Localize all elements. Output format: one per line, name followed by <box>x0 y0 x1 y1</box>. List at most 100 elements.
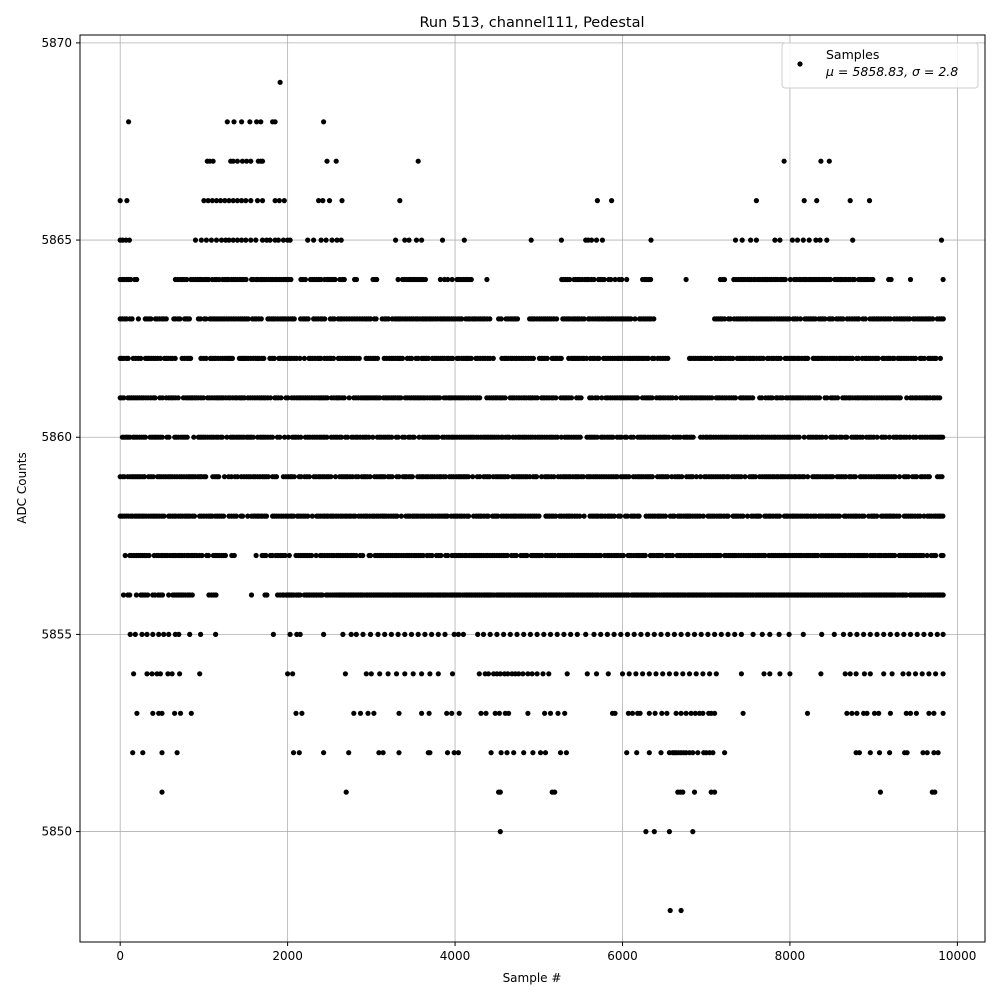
data-point <box>332 474 339 480</box>
data-point <box>856 316 862 322</box>
data-point <box>665 631 671 638</box>
data-point <box>801 474 807 480</box>
data-point <box>664 710 670 716</box>
data-point <box>296 750 302 756</box>
data-point <box>437 395 443 401</box>
data-point <box>285 395 291 401</box>
data-point <box>625 710 632 716</box>
data-point <box>710 750 716 756</box>
data-point <box>234 237 240 243</box>
data-point <box>861 631 867 638</box>
data-points <box>117 79 946 914</box>
data-point <box>250 434 256 440</box>
data-point <box>690 750 696 756</box>
x-tick-label: 6000 <box>607 949 638 963</box>
data-point <box>680 671 686 677</box>
data-point <box>772 237 778 243</box>
data-point <box>891 355 897 361</box>
data-point <box>444 710 450 716</box>
data-point <box>411 434 417 440</box>
data-point <box>475 631 481 638</box>
data-point <box>157 355 163 361</box>
data-point <box>659 710 665 716</box>
data-point <box>477 395 483 401</box>
data-point <box>595 395 601 401</box>
data-point <box>396 474 402 480</box>
data-point <box>583 631 589 638</box>
data-point <box>174 750 180 756</box>
data-point <box>419 671 425 677</box>
data-point <box>340 631 346 638</box>
data-point <box>203 355 209 361</box>
data-point <box>658 631 664 638</box>
data-point <box>324 158 330 164</box>
data-point <box>302 276 308 283</box>
data-point <box>352 513 358 519</box>
data-point <box>339 198 345 204</box>
data-point <box>258 119 264 125</box>
data-point <box>368 316 374 322</box>
data-point <box>670 552 676 559</box>
data-point <box>786 631 792 638</box>
data-point <box>721 276 728 283</box>
data-point <box>507 631 513 638</box>
data-point <box>399 355 406 361</box>
data-point <box>555 710 561 716</box>
data-point <box>559 592 565 598</box>
data-point <box>427 750 433 756</box>
data-point <box>524 552 530 559</box>
data-point <box>323 237 329 243</box>
data-point <box>272 119 278 125</box>
data-point <box>402 671 408 677</box>
data-point <box>867 750 873 756</box>
data-point <box>786 316 792 322</box>
data-point <box>692 710 698 716</box>
data-point <box>245 513 251 519</box>
data-point <box>156 631 162 638</box>
data-point <box>887 750 893 756</box>
data-point <box>772 592 778 598</box>
data-point <box>258 316 264 322</box>
data-point <box>632 316 638 322</box>
chart-title: Run 513, channel111, Pedestal <box>419 15 644 31</box>
legend-marker <box>797 61 803 67</box>
data-point <box>521 750 527 756</box>
data-point <box>695 750 701 756</box>
data-point <box>124 198 130 204</box>
data-point <box>485 671 492 677</box>
data-point <box>150 631 156 638</box>
data-point <box>939 592 945 598</box>
data-point <box>148 316 154 322</box>
data-point <box>377 395 383 401</box>
data-point <box>233 513 239 519</box>
y-tick-label: 5860 <box>41 430 72 444</box>
data-point <box>451 750 457 756</box>
data-point <box>646 750 652 756</box>
y-tick-label: 5850 <box>41 825 72 839</box>
data-point <box>553 395 559 401</box>
data-point <box>357 710 364 716</box>
data-point <box>131 671 137 677</box>
data-point <box>709 395 715 401</box>
x-axis-ticks: 0 2000 4000 6000 8000 10000 <box>116 942 976 963</box>
data-point <box>679 474 685 480</box>
data-point <box>331 316 337 322</box>
data-point <box>275 237 281 243</box>
data-point <box>285 434 291 440</box>
data-point <box>759 631 765 638</box>
data-point <box>707 671 713 677</box>
data-point <box>658 750 664 756</box>
data-point <box>564 671 570 677</box>
data-point <box>486 474 493 480</box>
data-point <box>117 198 123 204</box>
data-point <box>259 158 266 164</box>
data-point <box>245 316 251 322</box>
data-point <box>651 829 657 835</box>
data-point <box>243 198 249 204</box>
data-point <box>887 631 894 638</box>
data-point <box>876 750 883 756</box>
data-point <box>554 316 560 322</box>
data-point <box>356 355 362 361</box>
data-point <box>122 552 128 559</box>
data-point <box>389 434 395 440</box>
